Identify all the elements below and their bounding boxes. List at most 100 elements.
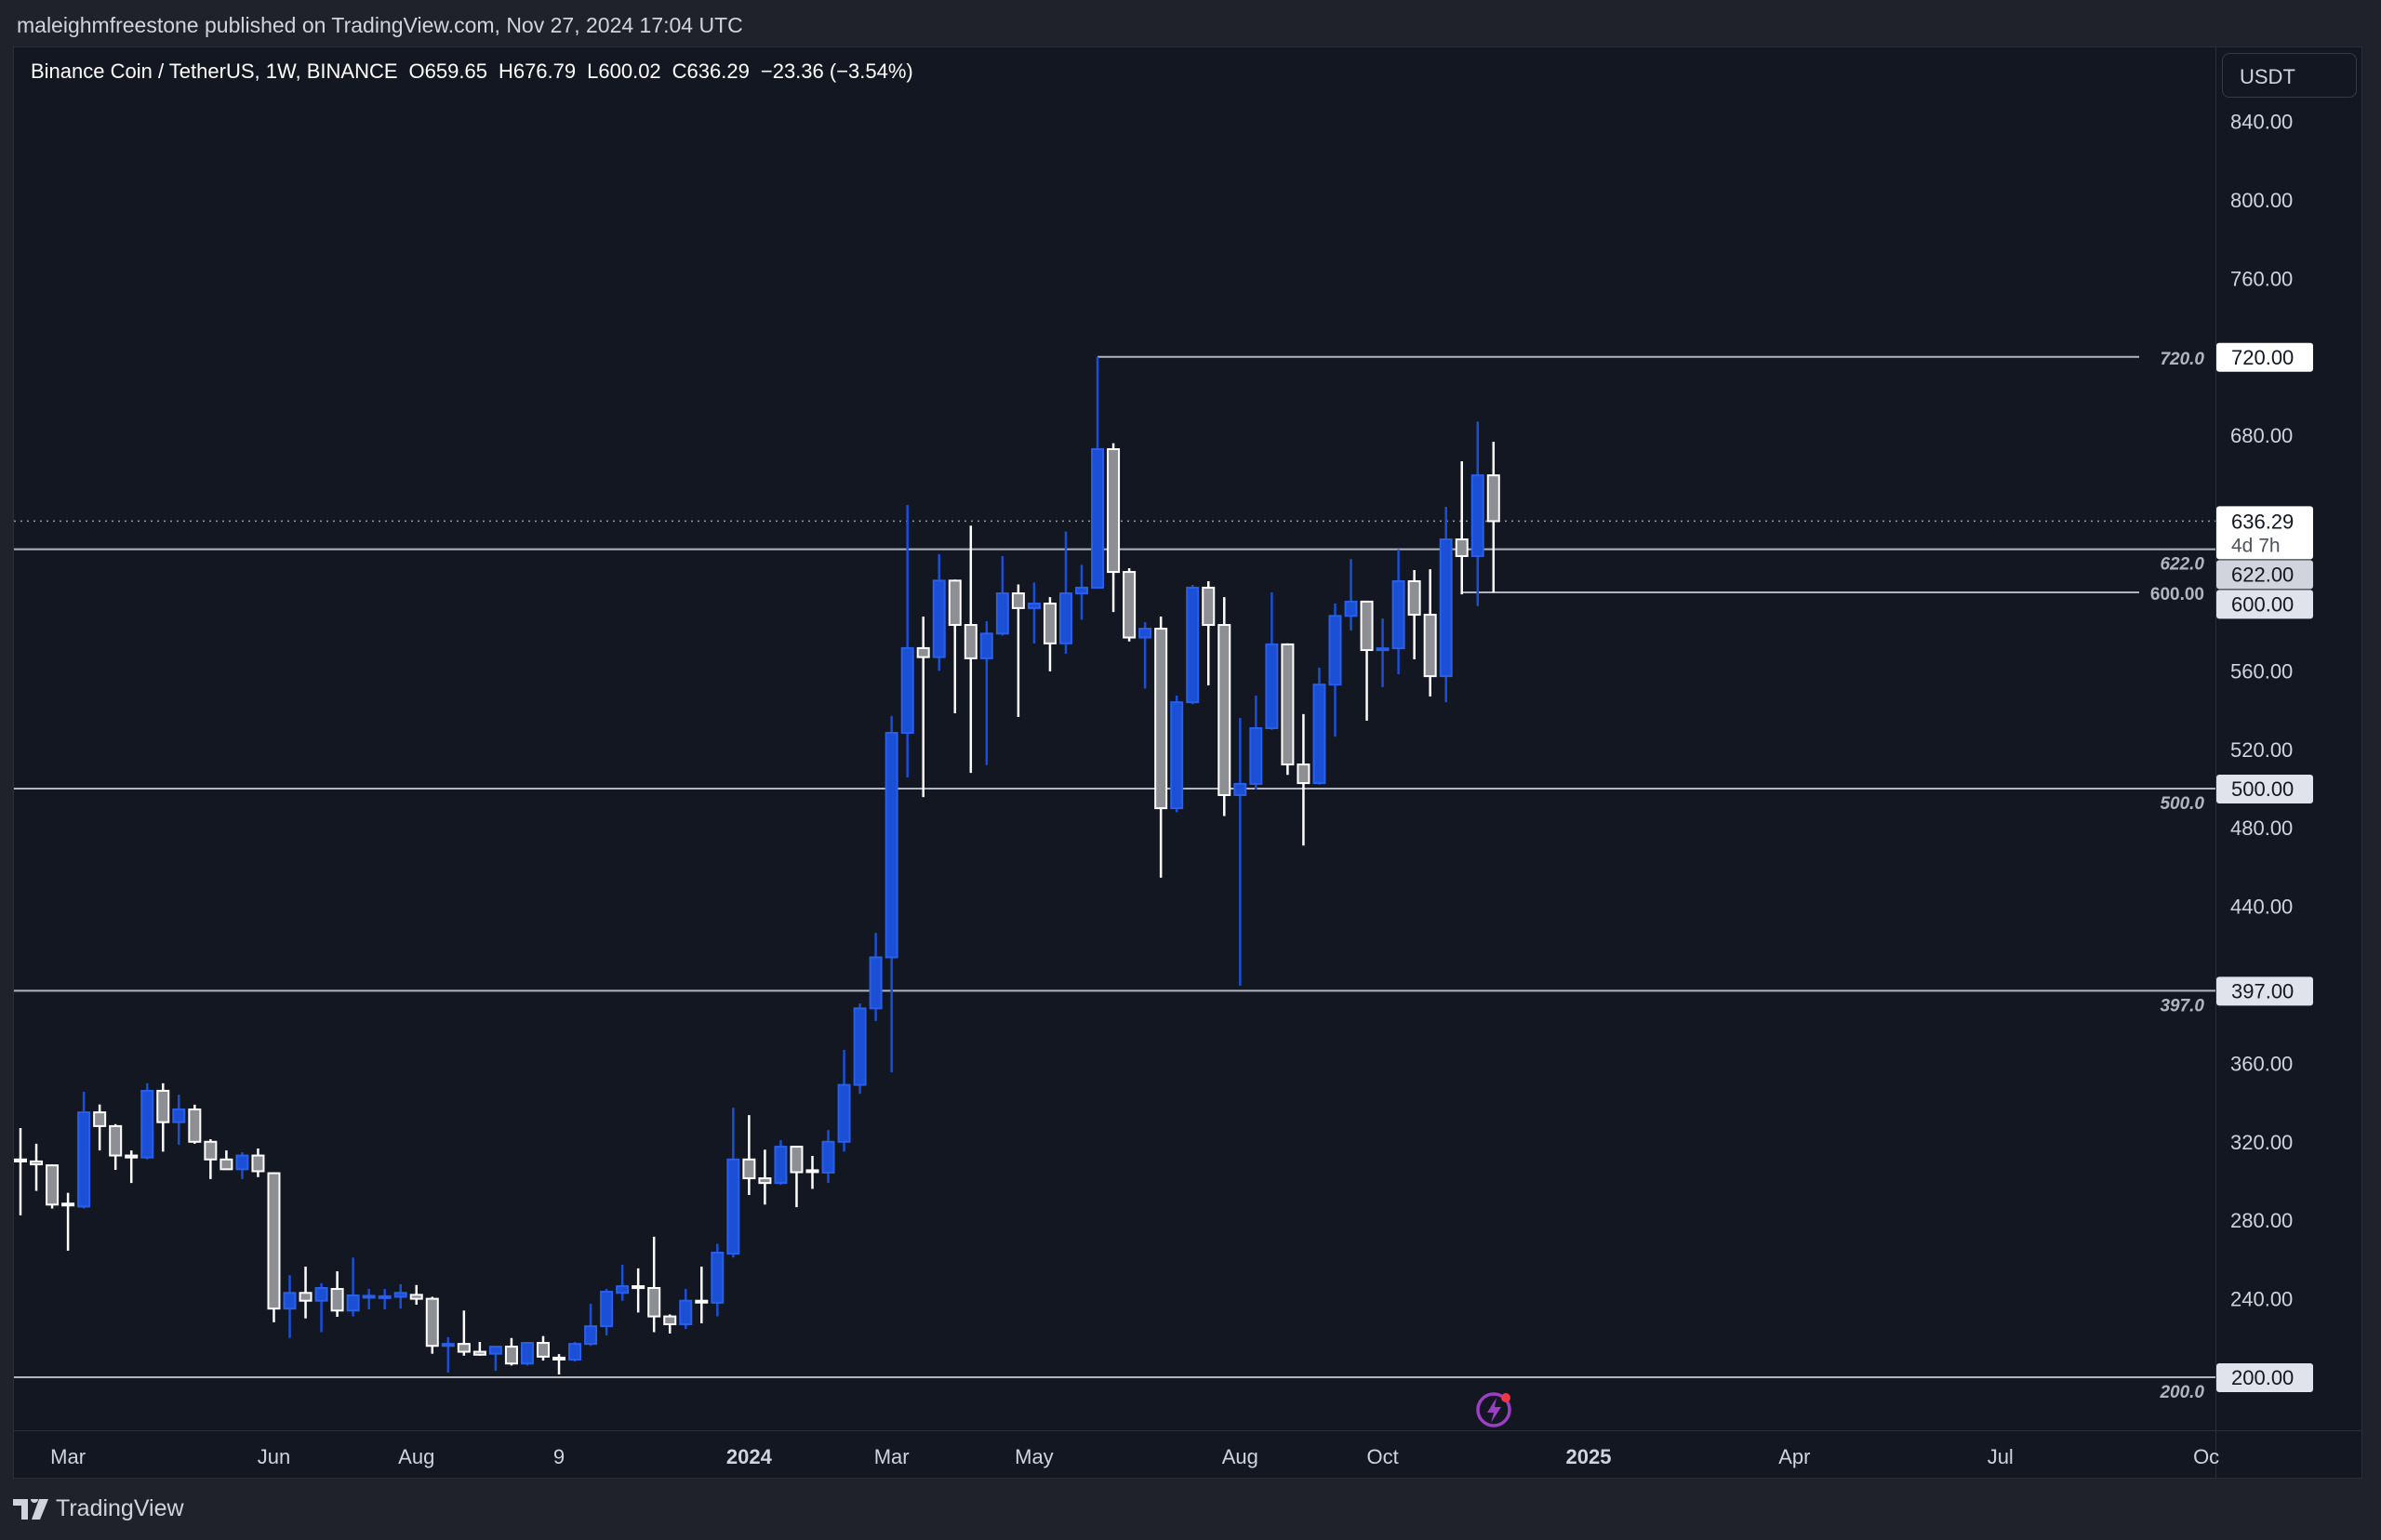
- price-badge: [2216, 976, 2313, 1006]
- price-badge-label: 720.00: [2231, 346, 2294, 369]
- candle-body: [93, 1111, 107, 1127]
- candle-bearish: [472, 1342, 486, 1356]
- legend-open: O659.65: [408, 60, 487, 83]
- candle-body: [1297, 763, 1310, 785]
- time-axis-divider: [13, 1430, 2362, 1431]
- level-label: 600.00: [2150, 585, 2204, 604]
- candle-bullish: [362, 1289, 376, 1309]
- chart-panel[interactable]: [13, 46, 2362, 1479]
- candle-body: [1075, 586, 1089, 595]
- candle-bearish: [948, 579, 962, 713]
- candle-bearish: [632, 1268, 645, 1313]
- candle-bullish: [853, 1003, 867, 1095]
- candle-bullish: [1376, 618, 1390, 687]
- candle-bearish: [647, 1236, 661, 1333]
- candle-bearish: [916, 616, 930, 798]
- candle-body: [140, 1089, 154, 1159]
- price-badge-label: 397.00: [2231, 979, 2294, 1002]
- x-tick-label: 2025: [1565, 1445, 1611, 1468]
- candle-bullish: [1344, 559, 1358, 631]
- x-tick-label: Mar: [874, 1445, 910, 1468]
- candle-body: [711, 1252, 725, 1304]
- candle-bearish: [805, 1155, 819, 1189]
- candle-body: [837, 1083, 851, 1143]
- candle-bearish: [204, 1139, 218, 1179]
- candle-bearish: [552, 1354, 566, 1375]
- candle-body: [1107, 447, 1121, 574]
- price-badge: [2216, 1363, 2313, 1392]
- y-tick-label: 560.00: [2230, 659, 2293, 683]
- candle-body: [600, 1291, 614, 1328]
- price-badge: [2216, 560, 2313, 590]
- candle-body: [267, 1172, 281, 1310]
- tradingview-brand: TradingView: [56, 1495, 184, 1521]
- candle-body: [900, 646, 914, 735]
- candle-bearish: [1297, 713, 1310, 846]
- price-badge: [2216, 590, 2313, 619]
- candle-bullish: [235, 1151, 249, 1179]
- candle-bullish: [1075, 564, 1089, 620]
- tradingview-footer[interactable]: TradingView: [13, 1495, 184, 1522]
- candle-bullish: [1249, 695, 1263, 790]
- candle-body: [235, 1154, 249, 1171]
- candle-bearish: [1281, 643, 1295, 776]
- price-badge-label: 600.00: [2231, 592, 2294, 616]
- candle-bullish: [393, 1283, 407, 1309]
- candle-body: [61, 1202, 75, 1207]
- candle-body: [346, 1294, 360, 1312]
- legend-close: C636.29: [672, 60, 750, 83]
- candle-body: [1328, 615, 1342, 686]
- level-label: 200.0: [2159, 1383, 2204, 1402]
- price-badge-label: 500.00: [2231, 777, 2294, 801]
- x-tick-label: Oc: [2193, 1445, 2219, 1468]
- candle-bullish: [1233, 718, 1247, 987]
- candle-body: [425, 1297, 439, 1348]
- y-tick-label: 520.00: [2230, 738, 2293, 762]
- candle-body: [1138, 628, 1152, 639]
- candle-body: [1407, 579, 1421, 617]
- candle-bullish: [520, 1342, 534, 1366]
- candle-body: [204, 1140, 218, 1161]
- candle-bearish: [409, 1284, 423, 1305]
- candle-body: [520, 1342, 534, 1365]
- candle-body: [584, 1325, 598, 1346]
- candle-bullish: [1170, 695, 1184, 813]
- legend-high: H676.79: [498, 60, 577, 83]
- legend-change: −23.36 (−3.54%): [760, 60, 913, 83]
- candle-body: [1376, 647, 1390, 652]
- candle-bearish: [1217, 597, 1231, 816]
- candle-bullish: [979, 621, 993, 765]
- candle-bearish: [663, 1314, 677, 1334]
- candle-body: [1265, 643, 1279, 730]
- candle-bearish: [1407, 569, 1421, 659]
- candle-body: [932, 579, 946, 658]
- candle-body: [1281, 643, 1295, 766]
- candle-body: [805, 1169, 819, 1174]
- candle-bearish: [61, 1192, 75, 1251]
- candle-body: [1091, 447, 1105, 589]
- candle-bullish: [774, 1140, 788, 1186]
- y-tick-label: 280.00: [2230, 1209, 2293, 1232]
- candle-body: [568, 1343, 582, 1361]
- level-label: 622.0: [2160, 555, 2204, 575]
- candle-body: [1360, 600, 1374, 652]
- candle-body: [695, 1299, 709, 1304]
- candle-body: [251, 1154, 265, 1173]
- candle-body: [441, 1343, 455, 1348]
- candle-body: [616, 1285, 630, 1294]
- candle-bullish: [837, 1050, 851, 1152]
- price-badge-label: 622.00: [2231, 563, 2294, 586]
- candle-bearish: [267, 1172, 281, 1322]
- currency-selector-button[interactable]: USDT: [2222, 53, 2357, 98]
- candle-bullish: [1328, 604, 1342, 737]
- level-label: 720.0: [2160, 350, 2204, 369]
- lightning-alert-icon[interactable]: [1476, 1392, 1511, 1427]
- candle-body: [393, 1292, 407, 1298]
- candle-bullish: [679, 1289, 693, 1330]
- candle-body: [30, 1160, 44, 1166]
- y-tick-label: 440.00: [2230, 896, 2293, 919]
- candle-bearish: [758, 1149, 772, 1205]
- candle-body: [409, 1294, 423, 1300]
- y-tick-label: 360.00: [2230, 1052, 2293, 1075]
